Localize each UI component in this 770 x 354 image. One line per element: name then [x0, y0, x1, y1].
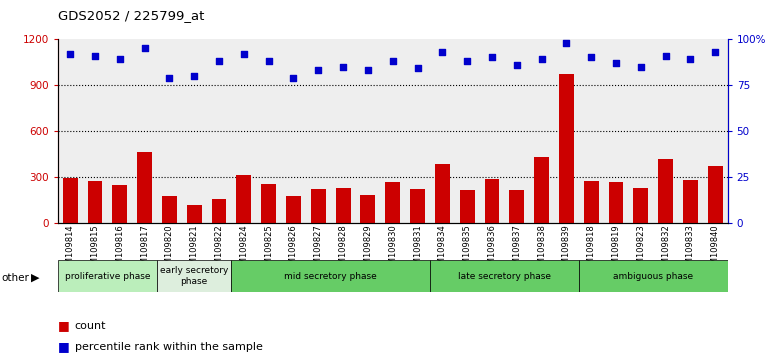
Bar [112, 185, 127, 223]
Bar [236, 176, 251, 223]
Text: percentile rank within the sample: percentile rank within the sample [75, 342, 263, 352]
Bar [385, 182, 400, 223]
Bar [410, 189, 425, 223]
Point [163, 75, 176, 80]
Bar [708, 166, 723, 223]
Point [685, 56, 697, 62]
Bar [360, 195, 375, 223]
Point [263, 58, 275, 64]
Bar [311, 189, 326, 223]
Bar [162, 196, 177, 223]
Bar [634, 188, 648, 223]
Bar [559, 74, 574, 223]
Point [114, 56, 126, 62]
Bar [286, 196, 301, 223]
Text: early secretory
phase: early secretory phase [160, 267, 229, 286]
Point [411, 65, 424, 71]
Point [561, 40, 573, 45]
Bar [579, 260, 728, 292]
Bar [534, 157, 549, 223]
Text: ■: ■ [58, 341, 69, 353]
Text: count: count [75, 321, 106, 331]
Point [709, 49, 721, 55]
Point [461, 58, 474, 64]
Point [312, 67, 324, 73]
Bar [232, 260, 430, 292]
Bar [336, 188, 350, 223]
Text: other: other [2, 273, 29, 283]
Point [610, 60, 622, 66]
Bar [137, 153, 152, 223]
Point [436, 49, 448, 55]
Text: ▶: ▶ [31, 273, 39, 283]
Bar [658, 159, 673, 223]
Point [64, 51, 76, 57]
Point [89, 53, 101, 58]
Bar [187, 205, 202, 223]
Point [659, 53, 671, 58]
Point [213, 58, 225, 64]
Bar [62, 178, 78, 223]
Text: GDS2052 / 225799_at: GDS2052 / 225799_at [58, 9, 204, 22]
Text: ambiguous phase: ambiguous phase [613, 272, 693, 281]
Bar [430, 260, 579, 292]
Point [634, 64, 647, 69]
Point [362, 67, 374, 73]
Bar [584, 181, 598, 223]
Text: mid secretory phase: mid secretory phase [284, 272, 377, 281]
Point [238, 51, 250, 57]
Bar [88, 181, 102, 223]
Point [139, 45, 151, 51]
Text: late secretory phase: late secretory phase [458, 272, 551, 281]
Bar [212, 199, 226, 223]
Bar [484, 178, 500, 223]
Bar [460, 190, 474, 223]
Bar [509, 190, 524, 223]
Bar [157, 260, 232, 292]
Point [188, 73, 200, 79]
Point [535, 56, 547, 62]
Text: ■: ■ [58, 319, 69, 332]
Point [511, 62, 523, 68]
Point [486, 55, 498, 60]
Bar [58, 260, 157, 292]
Point [337, 64, 350, 69]
Point [287, 75, 300, 80]
Point [585, 55, 598, 60]
Point [387, 58, 399, 64]
Bar [608, 182, 624, 223]
Bar [683, 180, 698, 223]
Bar [435, 164, 450, 223]
Bar [261, 184, 276, 223]
Text: proliferative phase: proliferative phase [65, 272, 150, 281]
